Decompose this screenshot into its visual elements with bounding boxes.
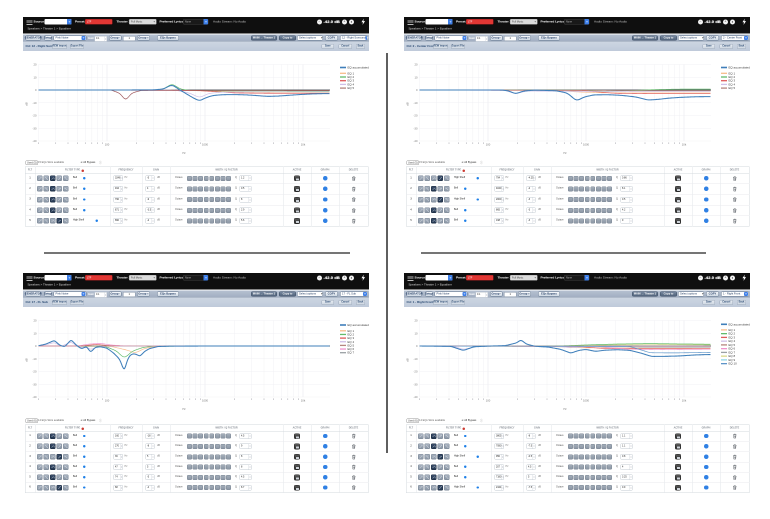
svg-text:EQ 4: EQ 4	[729, 339, 736, 343]
svg-text:EQ 5: EQ 5	[348, 343, 355, 347]
svg-text:EQ accumulated: EQ accumulated	[348, 323, 370, 327]
svg-text:EQ 2: EQ 2	[729, 75, 736, 79]
svg-text:EQ 1: EQ 1	[348, 328, 355, 332]
svg-text:-40: -40	[33, 139, 37, 143]
svg-text:EQ 9: EQ 9	[729, 357, 736, 361]
svg-text:EQ 4: EQ 4	[348, 82, 355, 86]
svg-text:20: 20	[33, 62, 37, 66]
svg-text:EQ 1: EQ 1	[348, 71, 355, 75]
svg-text:-30: -30	[33, 382, 37, 386]
svg-text:10: 10	[33, 331, 37, 335]
svg-text:-30: -30	[414, 126, 418, 130]
svg-text:EQ accumulated: EQ accumulated	[729, 65, 751, 69]
svg-text:-10: -10	[414, 356, 418, 360]
svg-text:EQ accumulated: EQ accumulated	[348, 65, 370, 69]
svg-text:EQ 4: EQ 4	[729, 82, 736, 86]
svg-text:dB: dB	[406, 358, 410, 362]
svg-text:-20: -20	[33, 369, 37, 373]
svg-text:-40: -40	[414, 139, 418, 143]
svg-text:0: 0	[416, 88, 418, 92]
svg-text:Hz: Hz	[182, 407, 186, 411]
svg-text:-10: -10	[414, 100, 418, 104]
svg-text:EQ 2: EQ 2	[729, 331, 736, 335]
svg-text:-30: -30	[33, 126, 37, 130]
svg-text:EQ 8: EQ 8	[729, 354, 736, 358]
svg-text:0: 0	[35, 88, 37, 92]
svg-text:10: 10	[33, 75, 37, 79]
svg-text:-30: -30	[414, 382, 418, 386]
svg-text:Hz: Hz	[563, 151, 567, 155]
svg-text:Hz: Hz	[182, 151, 186, 155]
svg-text:0: 0	[416, 344, 418, 348]
svg-text:-10: -10	[33, 356, 37, 360]
svg-text:20: 20	[414, 318, 418, 322]
svg-text:-20: -20	[414, 113, 418, 117]
svg-text:EQ 2: EQ 2	[348, 332, 355, 336]
svg-text:EQ 10: EQ 10	[729, 361, 738, 365]
svg-text:100: 100	[486, 398, 491, 402]
svg-text:EQ 6: EQ 6	[729, 346, 736, 350]
svg-text:10k: 10k	[682, 398, 687, 402]
svg-text:EQ accumulated: EQ accumulated	[729, 322, 751, 326]
svg-text:EQ 3: EQ 3	[729, 335, 736, 339]
svg-text:EQ 7: EQ 7	[348, 350, 355, 354]
svg-text:EQ 6: EQ 6	[348, 347, 355, 351]
svg-text:EQ 3: EQ 3	[729, 78, 736, 82]
svg-text:100: 100	[486, 142, 491, 146]
svg-text:EQ 1: EQ 1	[729, 327, 736, 331]
svg-text:-40: -40	[33, 395, 37, 399]
svg-text:dB: dB	[25, 358, 29, 362]
svg-text:1000: 1000	[583, 398, 590, 402]
svg-text:10k: 10k	[301, 398, 306, 402]
svg-text:20: 20	[414, 62, 418, 66]
svg-text:10k: 10k	[301, 142, 306, 146]
svg-text:EQ 5: EQ 5	[729, 342, 736, 346]
svg-text:EQ 2: EQ 2	[348, 75, 355, 79]
svg-text:Hz: Hz	[563, 407, 567, 411]
svg-text:EQ 4: EQ 4	[348, 339, 355, 343]
svg-text:EQ 1: EQ 1	[729, 71, 736, 75]
svg-text:-10: -10	[33, 100, 37, 104]
svg-text:10k: 10k	[682, 142, 687, 146]
svg-text:EQ 3: EQ 3	[348, 336, 355, 340]
svg-text:EQ 7: EQ 7	[729, 350, 736, 354]
svg-text:EQ 5: EQ 5	[348, 86, 355, 90]
svg-text:1000: 1000	[583, 142, 590, 146]
svg-text:10: 10	[414, 331, 418, 335]
svg-text:100: 100	[105, 398, 110, 402]
svg-text:0: 0	[35, 344, 37, 348]
svg-text:dB: dB	[25, 102, 29, 106]
svg-text:20: 20	[33, 318, 37, 322]
svg-text:EQ 3: EQ 3	[348, 78, 355, 82]
svg-text:dB: dB	[406, 102, 410, 106]
svg-text:10: 10	[414, 75, 418, 79]
svg-text:1000: 1000	[202, 142, 209, 146]
svg-text:-20: -20	[414, 369, 418, 373]
svg-text:-20: -20	[33, 113, 37, 117]
svg-text:1000: 1000	[202, 398, 209, 402]
svg-text:-40: -40	[414, 395, 418, 399]
svg-text:100: 100	[105, 142, 110, 146]
svg-text:EQ 5: EQ 5	[729, 86, 736, 90]
